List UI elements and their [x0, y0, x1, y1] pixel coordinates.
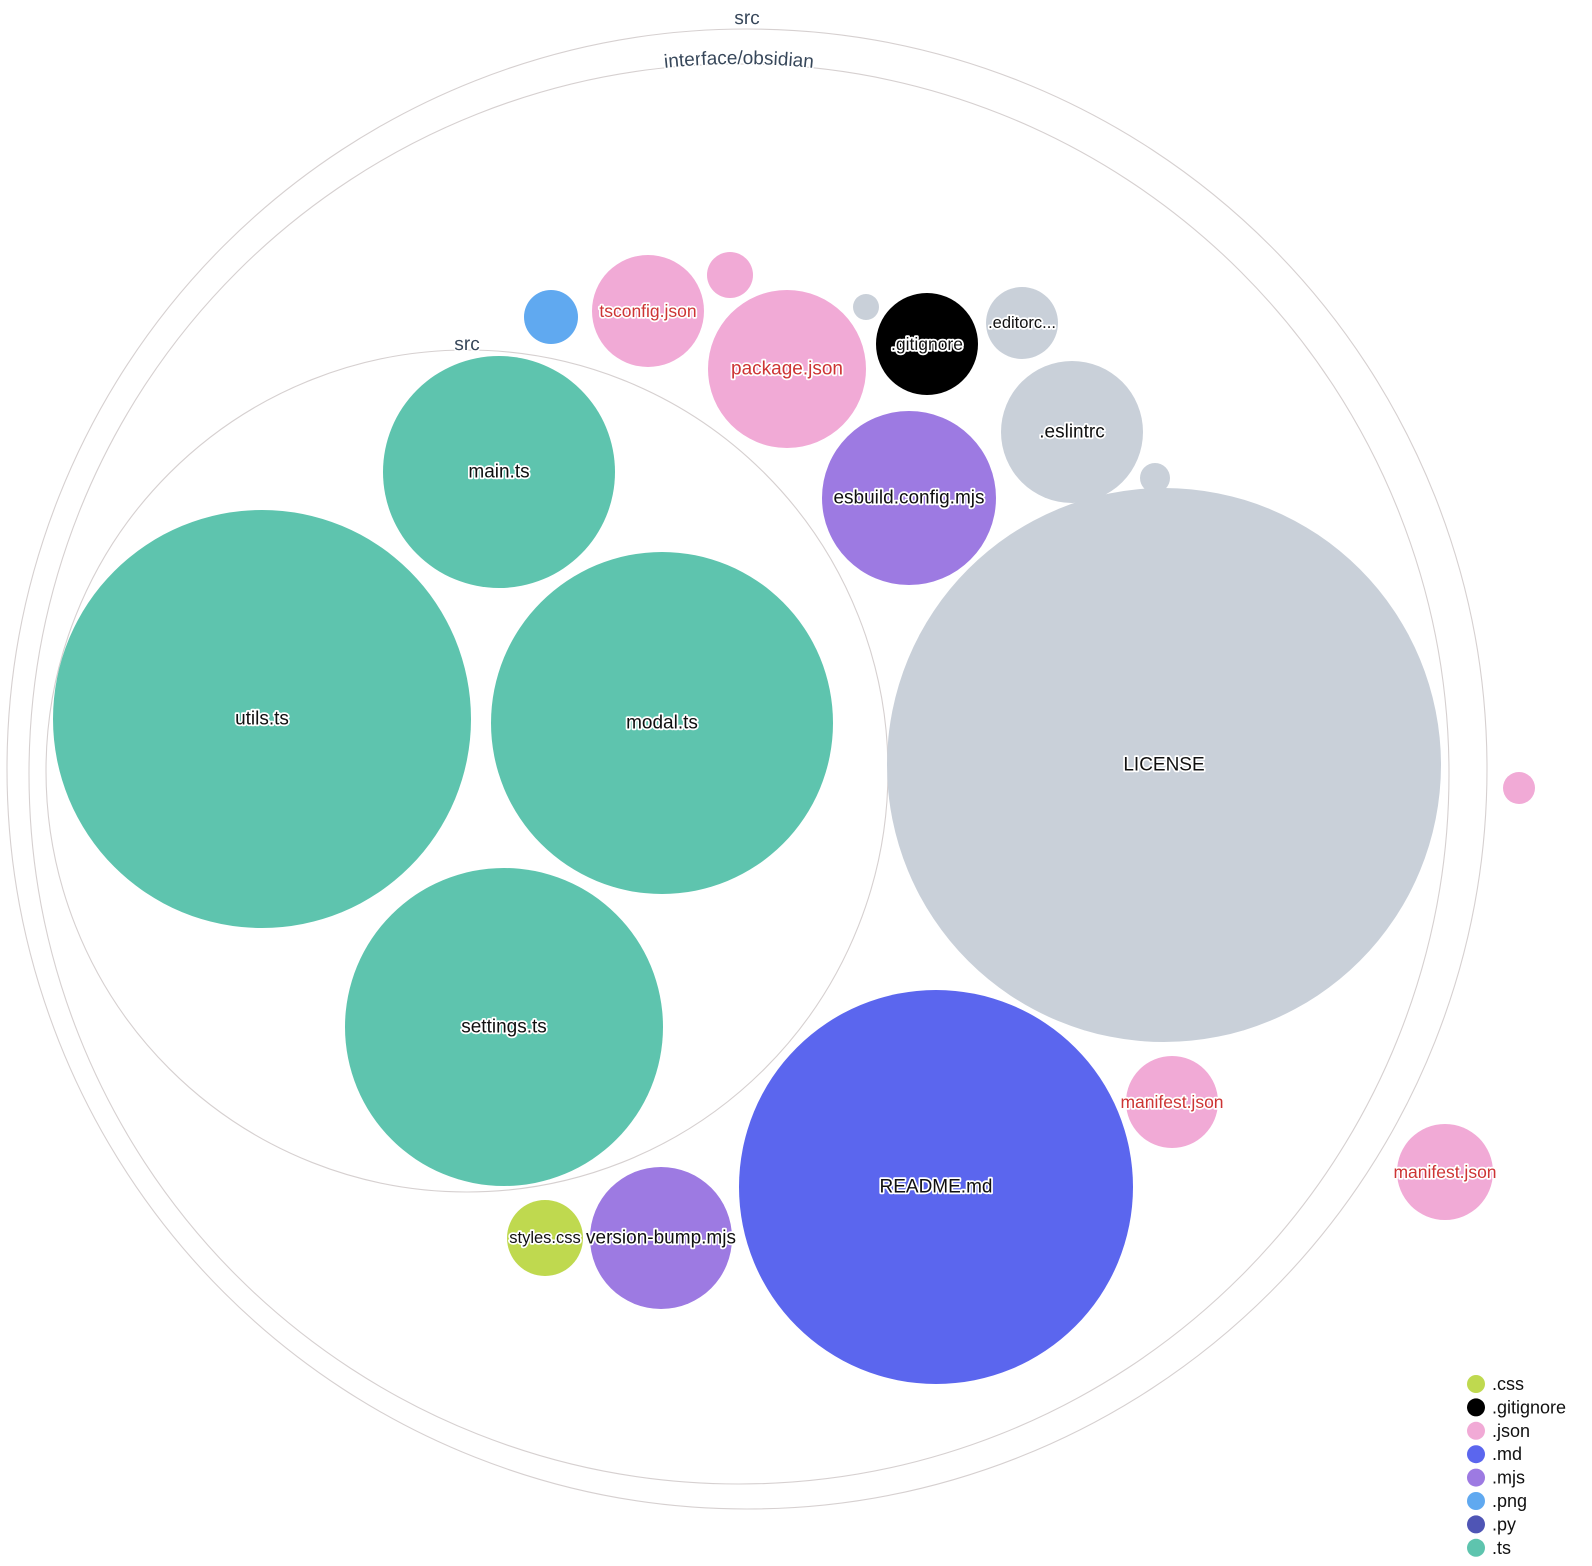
circle-esbuild-config-label: esbuild.config.mjs: [833, 488, 984, 509]
legend-label-py: .py: [1492, 1514, 1516, 1534]
legend-label-ts: .ts: [1492, 1538, 1511, 1558]
circle-gitignore-label: .gitignore: [891, 334, 963, 354]
legend-label-json: .json: [1492, 1421, 1530, 1441]
legend-dot-md: [1467, 1445, 1485, 1464]
circle-styles-css-label: styles.css: [509, 1229, 581, 1247]
legend: .css .gitignore .json .md .mjs .png .py .ts: [1467, 1374, 1566, 1558]
circle-utils-ts-label: utils.ts: [235, 709, 289, 730]
folder-src-outer-label-text: src: [733, 6, 762, 30]
circle-readme-md-label: README.md: [880, 1177, 993, 1198]
folder-src-inner-label: src: [454, 334, 480, 355]
dot-json-top[interactable]: [707, 252, 753, 298]
dot-png[interactable]: [524, 290, 578, 344]
circle-utils-ts[interactable]: [53, 510, 471, 928]
circle-gitignore[interactable]: [876, 293, 978, 395]
dot-gray-1[interactable]: [853, 294, 879, 320]
circle-settings-ts[interactable]: [345, 868, 663, 1186]
legend-dot-gitignore: [1467, 1398, 1485, 1417]
legend-dot-py: [1467, 1515, 1485, 1534]
circle-editorconfig[interactable]: [986, 287, 1058, 359]
legend-dot-png: [1467, 1492, 1485, 1510]
circle-manifest-outer[interactable]: [1397, 1124, 1493, 1220]
legend-dot-ts: [1467, 1538, 1485, 1557]
folder-src-outer[interactable]: [6, 28, 1488, 1510]
circle-package-json-label: package.json: [731, 359, 843, 380]
folder-src-outer-label: src: [734, 8, 760, 29]
legend-label-md: .md: [1492, 1444, 1522, 1464]
circle-version-bump-mjs-label: version-bump.mjs: [586, 1228, 736, 1249]
folder-interface-obsidian-label: interface/obsidian: [663, 48, 815, 73]
circle-modal-ts-label: modal.ts: [626, 713, 698, 734]
legend-dot-json: [1467, 1421, 1485, 1440]
circle-modal-ts[interactable]: [491, 552, 833, 894]
circle-tsconfig-json-label: tsconfig.json: [599, 301, 696, 321]
circle-main-ts-label: main.ts: [468, 462, 529, 483]
circle-readme-md[interactable]: [739, 990, 1133, 1384]
circle-manifest-inner-label: manifest.json: [1120, 1092, 1223, 1112]
circle-license[interactable]: [887, 488, 1441, 1042]
legend-label-gitignore: .gitignore: [1492, 1397, 1566, 1417]
legend-dot-css: [1467, 1375, 1485, 1393]
folder-interface-obsidian-label-text: interface/obsidian: [661, 46, 816, 74]
circle-eslintrc-label: .eslintrc: [1039, 422, 1104, 443]
circle-manifest-inner[interactable]: [1126, 1056, 1218, 1148]
circle-main-ts[interactable]: [383, 356, 615, 588]
circle-tsconfig-json[interactable]: [592, 255, 704, 367]
circle-styles-css[interactable]: [507, 1200, 583, 1276]
circle-version-bump-mjs[interactable]: [590, 1167, 732, 1309]
circle-package-json[interactable]: [708, 290, 866, 448]
legend-label-css: .css: [1492, 1374, 1524, 1394]
circle-eslintrc[interactable]: [1001, 361, 1143, 503]
circle-esbuild-config[interactable]: [822, 411, 996, 585]
circle-manifest-outer-label: manifest.json: [1393, 1162, 1496, 1182]
legend-label-mjs: .mjs: [1492, 1468, 1525, 1488]
circle-editorconfig-label: .editorc...: [988, 314, 1056, 332]
legend-label-png: .png: [1492, 1491, 1527, 1511]
dot-json-right[interactable]: [1503, 772, 1535, 804]
legend-dot-mjs: [1467, 1468, 1485, 1487]
circle-settings-ts-label: settings.ts: [461, 1017, 547, 1038]
circle-license-label: LICENSE: [1123, 755, 1204, 776]
folder-interface-obsidian[interactable]: [28, 63, 1450, 1485]
dot-gray-2[interactable]: [1140, 463, 1170, 493]
folder-src-inner-label-text: src: [452, 332, 481, 356]
